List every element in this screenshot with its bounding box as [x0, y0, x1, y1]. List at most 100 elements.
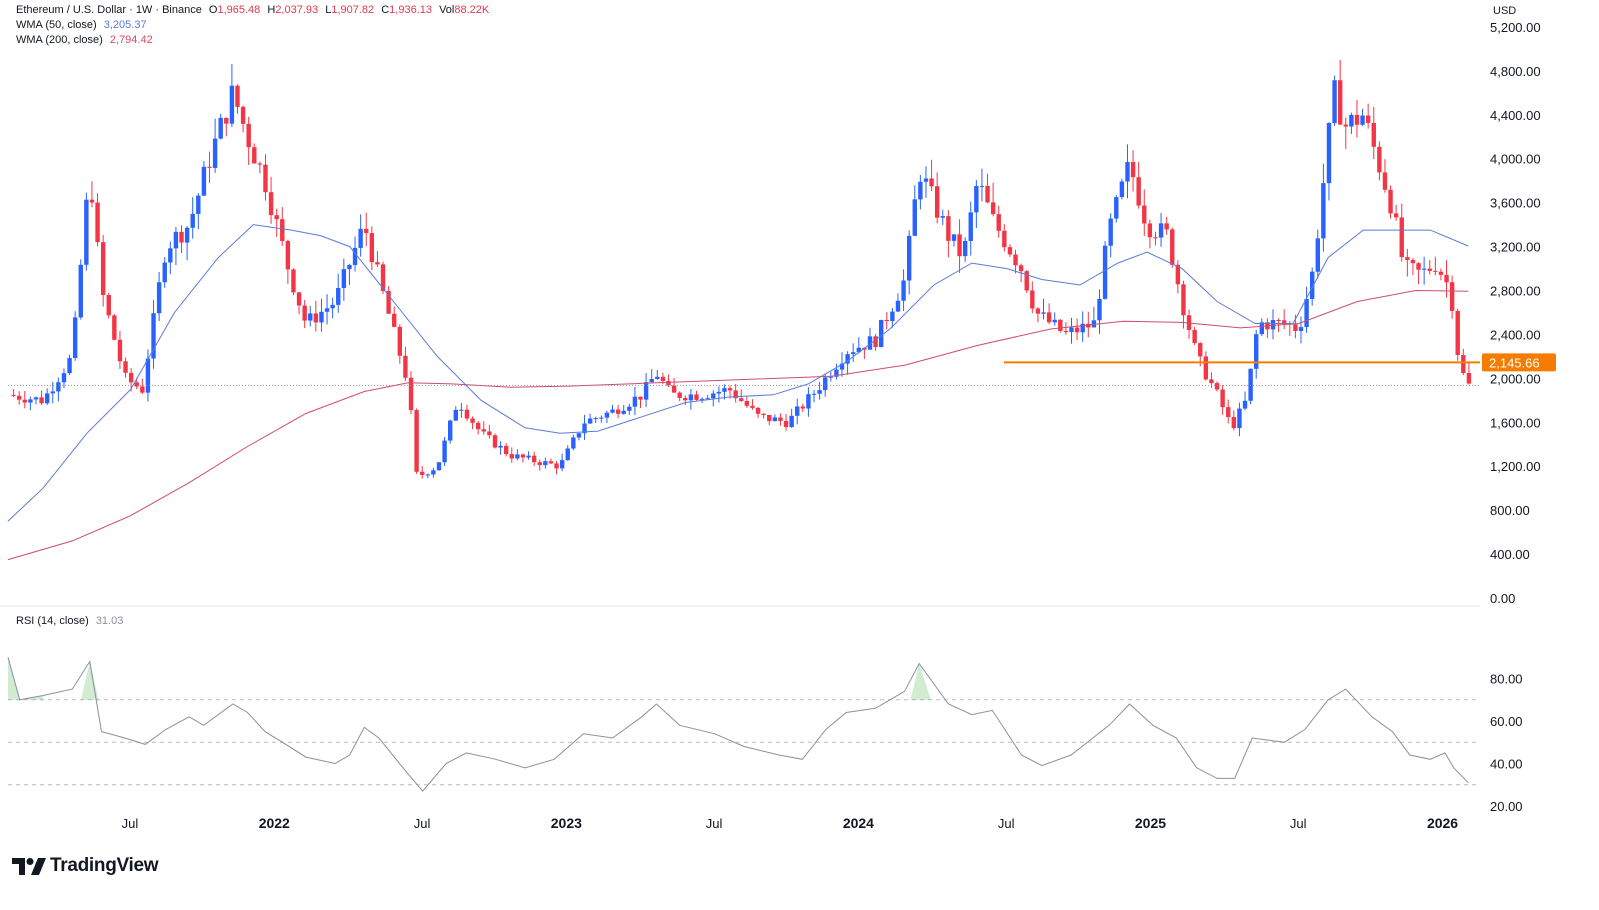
candle-up: [655, 376, 660, 380]
close-value: 1,936.13: [389, 4, 432, 16]
candle-up: [453, 409, 458, 421]
candle-down: [123, 361, 128, 373]
rsi-overbought-fill: [910, 663, 931, 700]
candle-down: [1198, 343, 1203, 357]
candle-down: [531, 455, 537, 463]
candle-down: [257, 163, 263, 165]
candle-up: [828, 376, 834, 378]
candle-up: [1321, 183, 1326, 239]
candle-up: [906, 235, 912, 281]
open-value: 1,965.48: [217, 4, 261, 16]
candle-up: [711, 393, 716, 399]
candle-up: [61, 373, 67, 383]
price-axis-tick-label: 5,200.00: [1490, 20, 1541, 35]
rsi-overbought-fill: [8, 657, 44, 700]
candle-up: [1349, 114, 1354, 127]
candle-up: [56, 382, 61, 392]
candle-up: [923, 178, 929, 182]
candle-down: [733, 390, 738, 399]
candle-down: [397, 326, 403, 356]
candle-down: [100, 242, 106, 296]
candle-down: [1164, 223, 1169, 230]
candle-up: [806, 394, 811, 409]
candle-down: [934, 186, 940, 218]
candle-up: [795, 406, 800, 416]
candle-down: [117, 339, 123, 362]
candle-down: [375, 262, 380, 265]
candle-up: [347, 264, 352, 270]
time-axis-tick-label: Jul: [414, 816, 431, 831]
candle-down: [1086, 323, 1091, 328]
price-axis-tick-label: 4,400.00: [1490, 108, 1541, 123]
candle-up: [498, 445, 503, 448]
candle-up: [336, 287, 341, 305]
candle-down: [1153, 237, 1158, 239]
candle-down: [392, 313, 397, 327]
candle-down: [694, 394, 699, 400]
candle-up: [1114, 197, 1119, 219]
candle-down: [666, 380, 671, 386]
candle-down: [252, 147, 257, 164]
price-axis-tick-label: 3,600.00: [1490, 196, 1541, 211]
candle-up: [84, 199, 89, 265]
rsi-pane: [7, 657, 1480, 792]
candle-down: [464, 409, 470, 419]
candle-down: [554, 463, 559, 469]
candle-down: [1455, 310, 1460, 356]
candle-down: [89, 199, 95, 203]
candle-down: [16, 395, 22, 400]
price-axis-tick-label: 3,200.00: [1490, 240, 1541, 255]
candle-down: [380, 264, 386, 291]
candle-up: [576, 433, 582, 438]
candle-up: [705, 398, 710, 400]
candle-down: [548, 461, 554, 464]
candle-up: [610, 409, 615, 413]
candle-up: [901, 280, 906, 301]
candle-down: [1046, 312, 1052, 323]
candle-down: [537, 462, 542, 466]
candle-down: [1337, 80, 1343, 125]
time-axis-tick-label: Jul: [1290, 816, 1307, 831]
currency-label: USD: [1493, 5, 1516, 17]
candle-down: [268, 192, 274, 216]
low-label: L: [325, 4, 332, 16]
candle-up: [72, 317, 78, 358]
candle-up: [442, 440, 447, 463]
low-value: 1,907.82: [331, 4, 375, 16]
open-label: O: [208, 4, 218, 16]
candle-up: [156, 282, 162, 314]
rsi-axis-tick-label: 20.00: [1490, 799, 1523, 814]
candle-down: [224, 117, 229, 124]
candle-up: [1097, 298, 1102, 321]
candle-up: [196, 195, 201, 214]
candle-down: [1410, 259, 1416, 264]
candle-up: [1052, 319, 1057, 323]
candle-down: [509, 454, 514, 459]
candle-down: [296, 292, 302, 306]
candle-down: [744, 400, 750, 406]
candle-up: [1102, 245, 1108, 299]
candle-up: [974, 186, 979, 213]
candle-up: [1119, 181, 1125, 198]
candle-up: [559, 460, 565, 469]
candle-up: [1041, 312, 1046, 314]
candle-up: [425, 474, 431, 476]
candle-up: [162, 262, 167, 283]
candle-up: [308, 313, 313, 321]
price-axis-tick-label: 2,800.00: [1490, 284, 1541, 299]
time-axis-tick-label: Jul: [998, 816, 1015, 831]
candle-up: [867, 336, 873, 350]
candle-down: [739, 398, 744, 401]
candle-up: [1237, 408, 1242, 429]
tradingview-logo[interactable]: TradingView: [12, 855, 159, 877]
candle-down: [873, 336, 878, 348]
candle-down: [179, 231, 184, 243]
candle-up: [632, 396, 638, 407]
candle-up: [431, 470, 436, 475]
candle-down: [1377, 146, 1382, 173]
candle-up: [1360, 115, 1365, 125]
wma200-line: [7, 289, 1469, 561]
candle-down: [985, 185, 990, 203]
time-axis-tick-label: 2026: [1427, 815, 1458, 831]
